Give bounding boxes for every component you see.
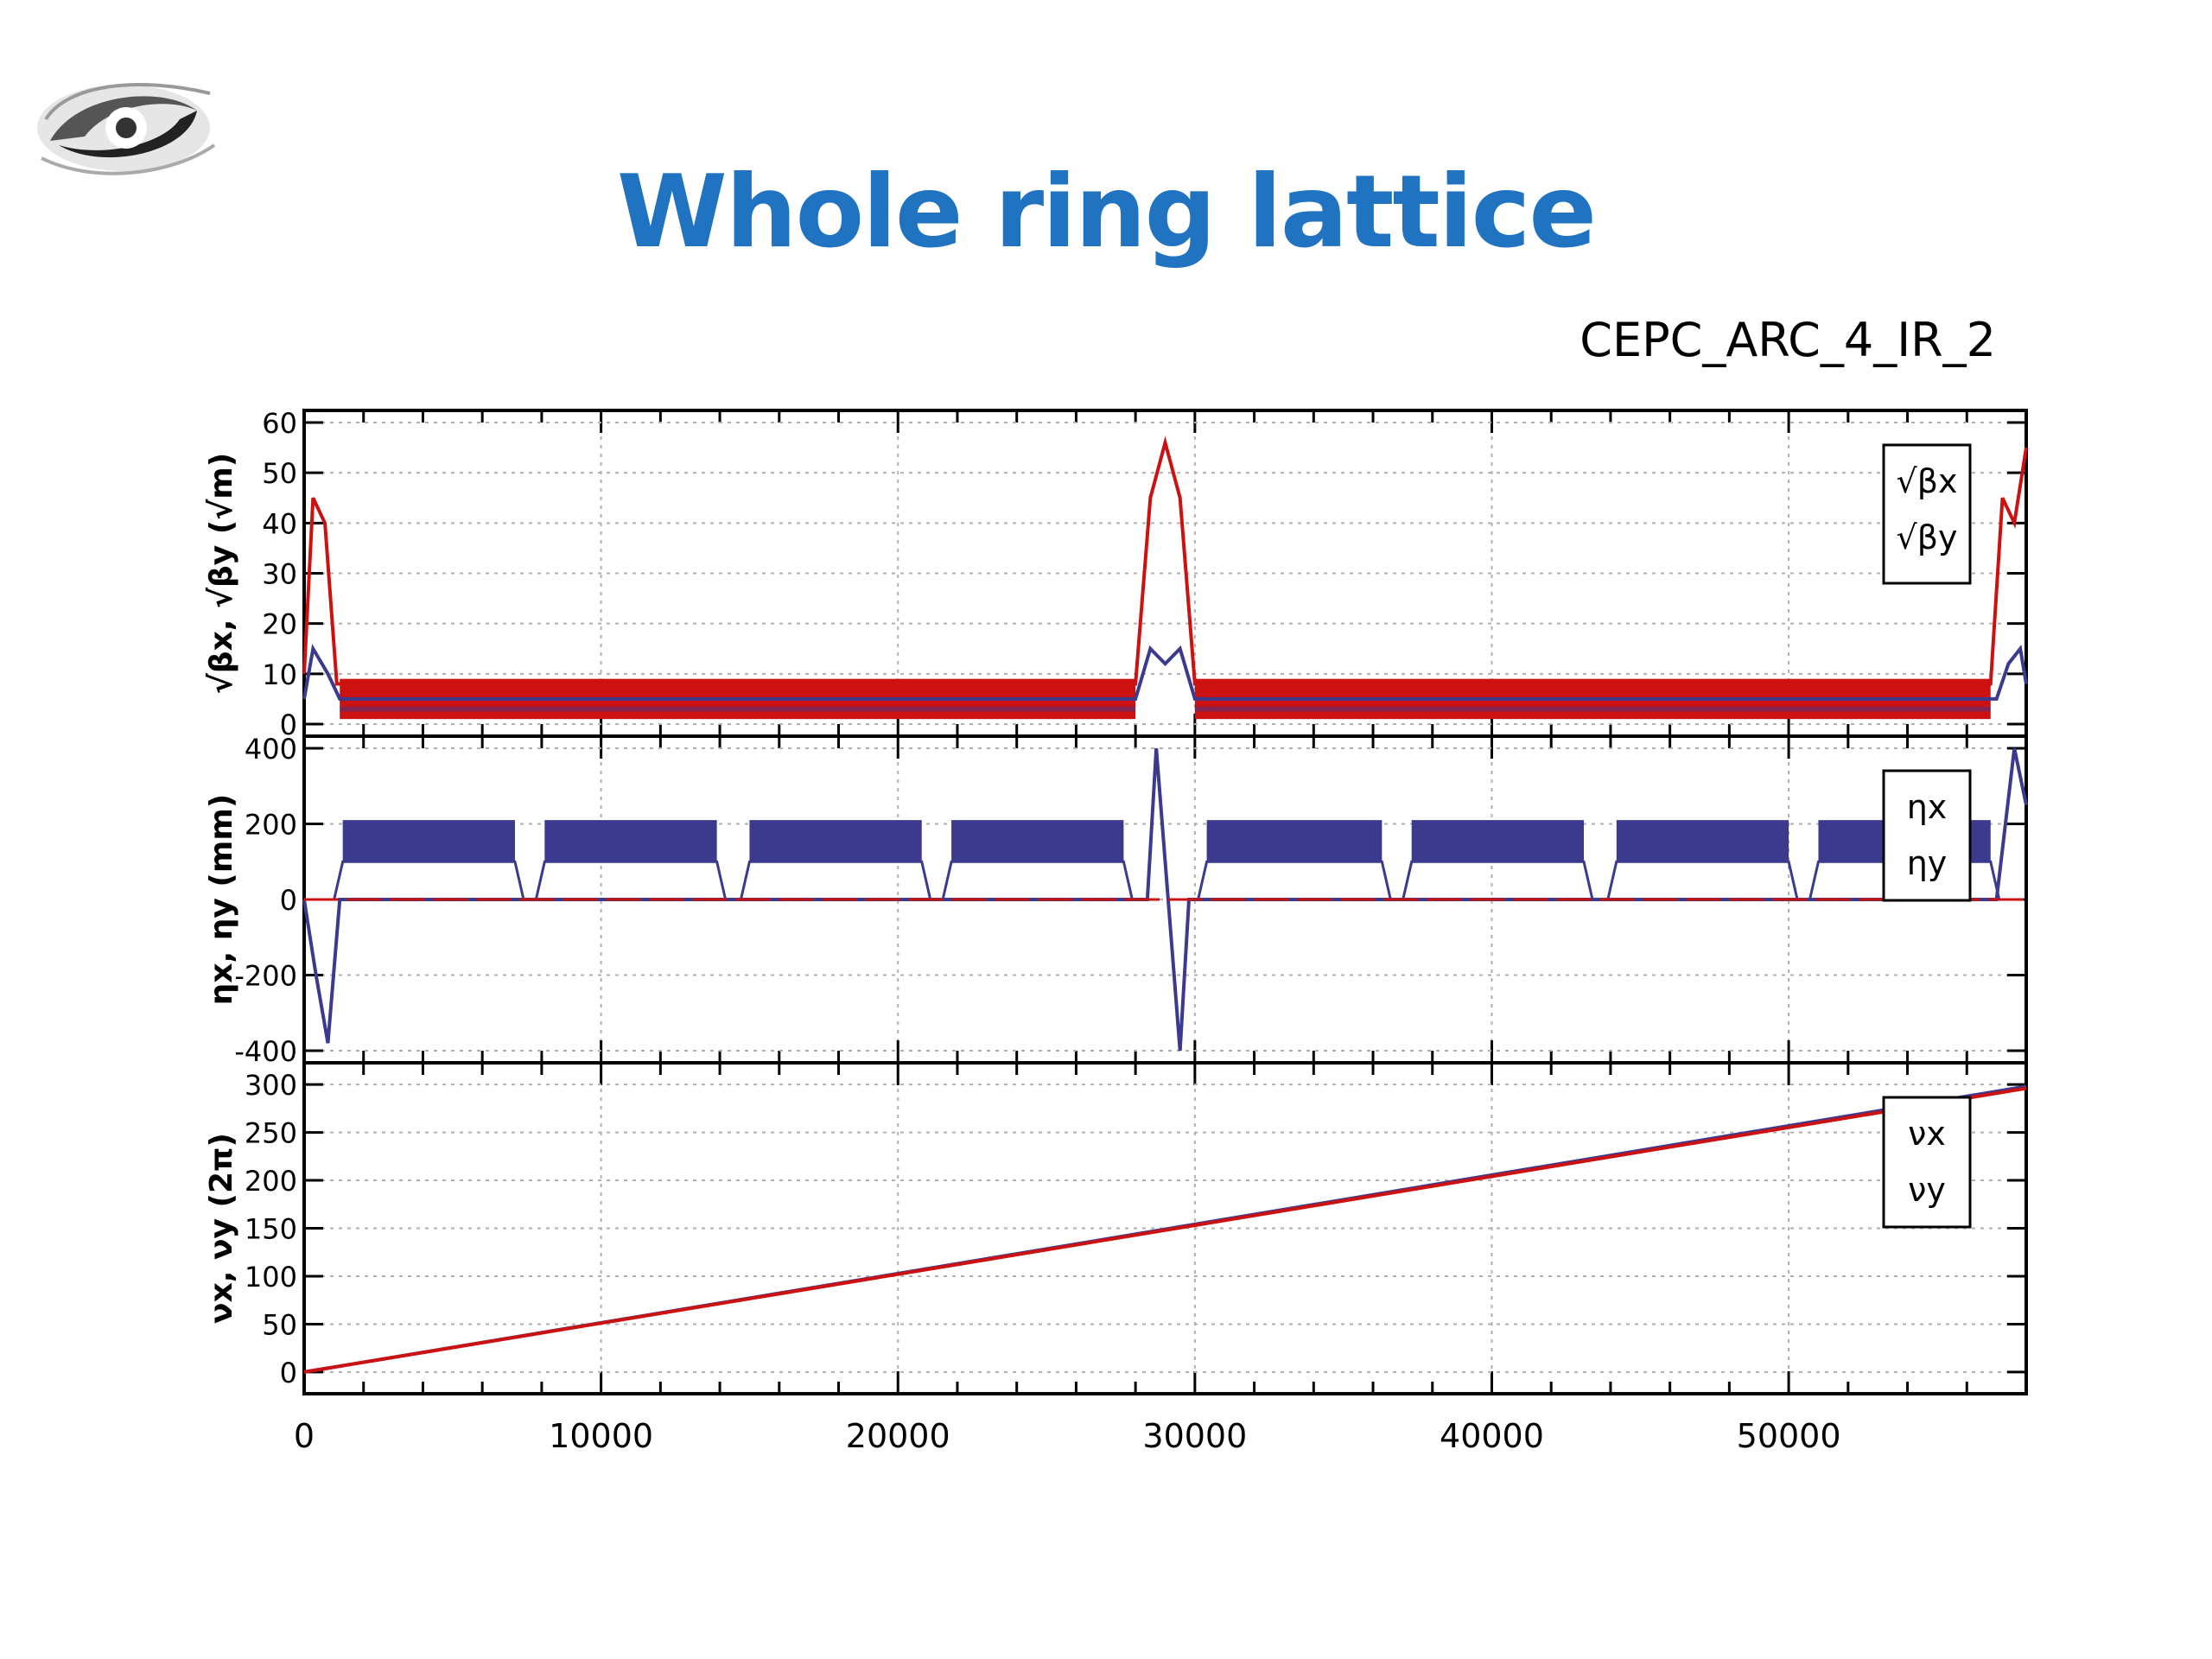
legend-entry: νx bbox=[1908, 1115, 1946, 1153]
tick-label-y: 100 bbox=[245, 1261, 297, 1294]
tick-label-y: 40 bbox=[262, 507, 297, 540]
arc-dispersion-edge bbox=[1606, 860, 1799, 900]
tick-label-x: 50000 bbox=[1737, 1417, 1841, 1455]
legend-entry: ηx bbox=[1907, 788, 1948, 826]
tick-label-y: -400 bbox=[234, 1035, 297, 1068]
tick-label-y: 0 bbox=[280, 884, 297, 917]
arc-dispersion-band bbox=[1616, 820, 1789, 862]
tick-label-y: 250 bbox=[245, 1117, 297, 1150]
arc-dispersion-band bbox=[342, 820, 515, 862]
panel-dispersion: 400 200 0 -200 -400 ηx, ηy (mm) ηx ηy bbox=[204, 733, 2028, 1068]
tick-label-y: 60 bbox=[262, 407, 297, 440]
axis-label-y: √βx, √βy (√m) bbox=[204, 453, 239, 694]
legend-entry: √βy bbox=[1897, 518, 1958, 556]
arc-dispersion-edge bbox=[739, 860, 932, 900]
tick-label-y: 0 bbox=[280, 709, 297, 741]
tick-label-y: 50 bbox=[262, 1308, 297, 1341]
axis-label-y: νx, νy (2π) bbox=[204, 1133, 239, 1324]
tick-label-y: 50 bbox=[262, 457, 297, 490]
arc-dispersion-band bbox=[749, 820, 922, 862]
arc-beta-band-x bbox=[340, 706, 1136, 712]
tick-label-x: 30000 bbox=[1142, 1417, 1247, 1455]
arc-dispersion-band bbox=[1206, 820, 1382, 862]
tick-label-x: 20000 bbox=[846, 1417, 950, 1455]
arc-dispersion-edge bbox=[534, 860, 728, 900]
tick-label-x: 0 bbox=[294, 1417, 315, 1455]
tick-label-y: 200 bbox=[245, 809, 297, 842]
tick-label-x: 10000 bbox=[549, 1417, 653, 1455]
arc-dispersion-band bbox=[544, 820, 717, 862]
legend-entry: √βx bbox=[1897, 462, 1958, 500]
arc-dispersion-band bbox=[951, 820, 1124, 862]
arc-dispersion-edge bbox=[1197, 860, 1392, 900]
legend-box bbox=[1882, 769, 1972, 902]
slide-title: Whole ring lattice bbox=[616, 154, 1597, 270]
arc-dispersion-band bbox=[1411, 820, 1585, 862]
tick-label-y: 30 bbox=[262, 558, 297, 591]
institute-logo bbox=[37, 83, 216, 175]
lattice-name: CEPC_ARC_4_IR_2 bbox=[1580, 313, 1996, 367]
legend-entry: ηy bbox=[1907, 844, 1948, 882]
panel-tune: 300 250 200 150 100 50 0 νx, νy (2π) νx νy 0 10000 2… bbox=[204, 1061, 2028, 1455]
arc-beta-band-x bbox=[1194, 706, 1991, 712]
legend-box bbox=[1882, 1096, 1972, 1229]
tick-label-y: 0 bbox=[280, 1357, 297, 1389]
axis-label-y: ηx, ηy (mm) bbox=[204, 794, 239, 1006]
arc-dispersion-edge bbox=[941, 860, 1134, 900]
legend-entry: νy bbox=[1908, 1171, 1946, 1209]
arc-dispersion-edge bbox=[1402, 860, 1594, 900]
series-line-x bbox=[302, 644, 2028, 701]
tick-label-y: 150 bbox=[245, 1213, 297, 1246]
arc-dispersion-edge bbox=[333, 860, 525, 900]
series-line-x bbox=[302, 747, 2028, 1052]
tick-label-x: 40000 bbox=[1440, 1417, 1544, 1455]
panel-beta: 0 10 20 30 40 50 60 √βx, √βy (√m) √βx √βy bbox=[204, 407, 2028, 741]
tick-label-y: 200 bbox=[245, 1165, 297, 1198]
series-line-y bbox=[302, 435, 2028, 686]
series-line-y bbox=[303, 1086, 2027, 1374]
legend-box bbox=[1882, 443, 1972, 585]
tick-label-y: 400 bbox=[245, 733, 297, 766]
tick-label-y: -200 bbox=[234, 960, 297, 993]
tick-label-y: 10 bbox=[262, 658, 297, 691]
tick-label-y: 20 bbox=[262, 608, 297, 641]
tick-label-y: 300 bbox=[245, 1069, 297, 1102]
